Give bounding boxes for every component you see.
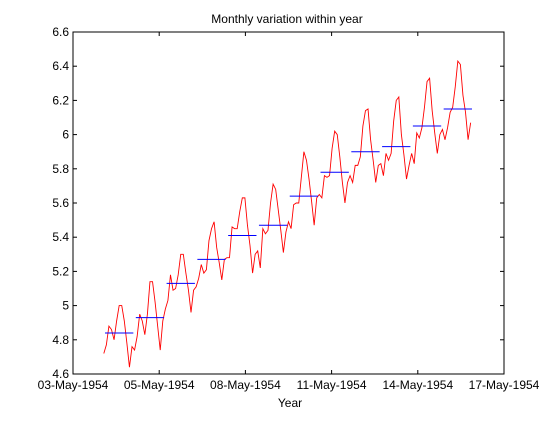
y-tick-label: 6 (62, 128, 69, 142)
x-tick-label: 17-May-1954 (469, 378, 540, 392)
plot-layer (103, 59, 472, 368)
x-tick-label: 05-May-1954 (124, 378, 195, 392)
y-tick-label: 4.6 (52, 367, 69, 381)
x-tick-label: 03-May-1954 (38, 378, 109, 392)
y-tick-label: 5 (62, 299, 69, 313)
y-tick-label: 5.8 (52, 162, 69, 176)
x-axis-label: Year (278, 396, 302, 410)
y-tick-label: 6.2 (52, 93, 69, 107)
y-tick-label: 5.4 (52, 230, 69, 244)
x-tick-label: 08-May-1954 (210, 378, 281, 392)
y-tick-label: 6.6 (52, 25, 69, 39)
y-tick-label: 5.2 (52, 264, 69, 278)
axis-layer: 4.6 4.8 5 5.2 5.4 5.6 5.8 6 6.2 6.4 6.6 03-May-1954… (38, 25, 540, 392)
series-line-monthly (103, 59, 472, 368)
y-tick-label: 4.8 (52, 333, 69, 347)
chart-title: Monthly variation within year (211, 12, 362, 26)
x-tick-label: 11-May-1954 (297, 378, 367, 392)
x-tick-label: 14-May-1954 (382, 378, 453, 392)
y-tick-label: 6.4 (52, 59, 69, 73)
y-tick-label: 5.6 (52, 196, 69, 210)
